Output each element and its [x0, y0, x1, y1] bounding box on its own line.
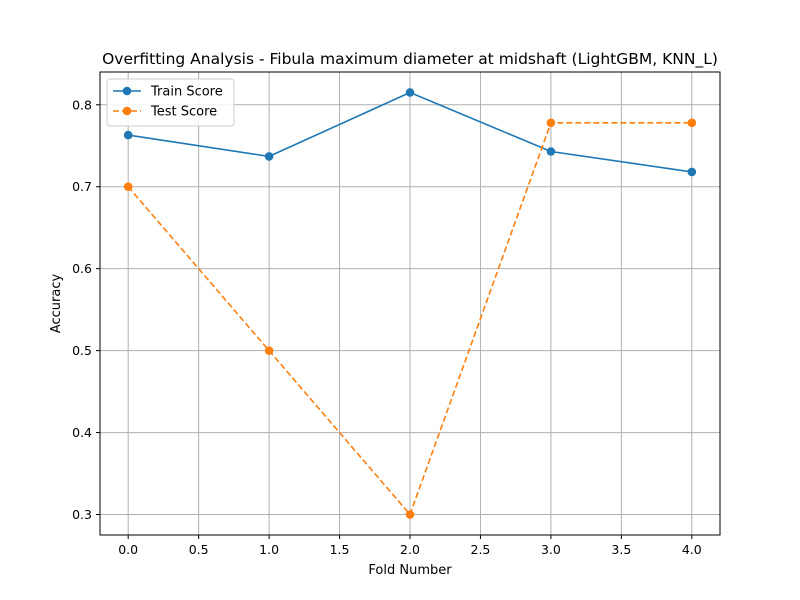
x-tick-label: 3.5: [611, 542, 631, 557]
y-tick-label: 0.4: [72, 425, 92, 440]
data-point: [264, 346, 274, 355]
y-axis-label: Accuracy: [49, 274, 64, 334]
x-tick-label: 0.0: [118, 542, 138, 557]
y-tick-label: 0.5: [72, 343, 92, 358]
series-group: [123, 88, 697, 177]
legend-marker: [122, 106, 132, 116]
y-tick-label: 0.6: [72, 261, 92, 276]
data-point: [405, 510, 415, 519]
y-tick-label: 0.3: [72, 507, 92, 522]
x-tick-label: 2.5: [471, 542, 491, 557]
data-point: [123, 130, 133, 140]
chart-title: Overfitting Analysis - Fibula maximum di…: [102, 50, 718, 69]
data-point: [405, 88, 415, 97]
y-tick-label: 0.7: [72, 179, 92, 194]
x-tick-label: 0.5: [189, 542, 209, 557]
x-tick-label: 4.0: [682, 542, 702, 557]
legend: Train Score Test Score: [106, 78, 235, 127]
legend-label: Test Score: [150, 105, 217, 120]
data-point: [687, 167, 697, 177]
data-point: [546, 147, 556, 156]
x-tick-label: 1.0: [259, 542, 279, 557]
legend-marker: [122, 86, 132, 96]
legend-label: Train Score: [150, 85, 223, 100]
y-tick-label: 0.8: [72, 97, 92, 112]
data-point: [264, 152, 274, 161]
data-point: [546, 118, 556, 128]
data-point: [687, 118, 697, 128]
series-layer: [123, 88, 697, 519]
x-tick-label: 1.5: [330, 542, 350, 557]
data-point: [123, 182, 133, 192]
x-tick-label: 2.0: [400, 542, 420, 557]
x-tick-label: 3.0: [541, 542, 561, 557]
x-axis-label: Fold Number: [368, 563, 452, 578]
series-group: [123, 118, 697, 519]
axis-ticks: 0.0 0.5 1.0 1.5 2.0 2.5 3.0 3.5 4.0 0.3 0.4 0.5 0.6 0…: [72, 97, 702, 557]
